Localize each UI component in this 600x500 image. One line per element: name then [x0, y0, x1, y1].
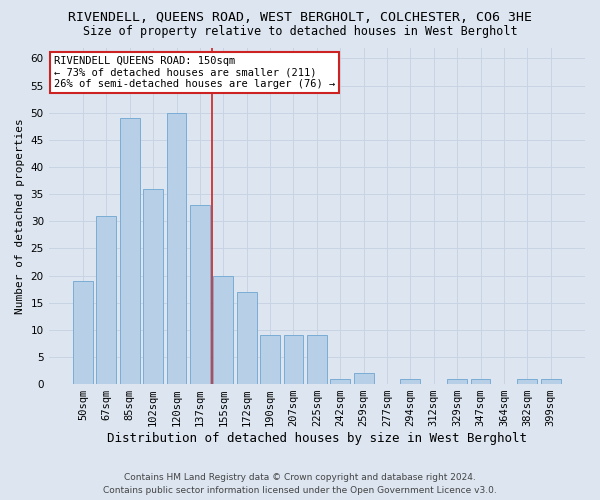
Bar [541, 378, 560, 384]
Bar [284, 335, 304, 384]
Bar [447, 378, 467, 384]
Bar [237, 292, 257, 384]
Text: Size of property relative to detached houses in West Bergholt: Size of property relative to detached ho… [83, 25, 517, 38]
Bar [307, 335, 327, 384]
Bar [73, 281, 93, 384]
Bar [517, 378, 537, 384]
Bar [260, 335, 280, 384]
Bar [214, 276, 233, 384]
Bar [120, 118, 140, 384]
Text: RIVENDELL QUEENS ROAD: 150sqm
← 73% of detached houses are smaller (211)
26% of : RIVENDELL QUEENS ROAD: 150sqm ← 73% of d… [54, 56, 335, 89]
Bar [97, 216, 116, 384]
Text: Contains HM Land Registry data © Crown copyright and database right 2024.
Contai: Contains HM Land Registry data © Crown c… [103, 474, 497, 495]
Bar [167, 112, 187, 384]
Bar [143, 188, 163, 384]
Text: RIVENDELL, QUEENS ROAD, WEST BERGHOLT, COLCHESTER, CO6 3HE: RIVENDELL, QUEENS ROAD, WEST BERGHOLT, C… [68, 11, 532, 24]
Bar [400, 378, 421, 384]
X-axis label: Distribution of detached houses by size in West Bergholt: Distribution of detached houses by size … [107, 432, 527, 445]
Bar [353, 373, 374, 384]
Bar [470, 378, 490, 384]
Bar [190, 205, 210, 384]
Bar [330, 378, 350, 384]
Y-axis label: Number of detached properties: Number of detached properties [15, 118, 25, 314]
